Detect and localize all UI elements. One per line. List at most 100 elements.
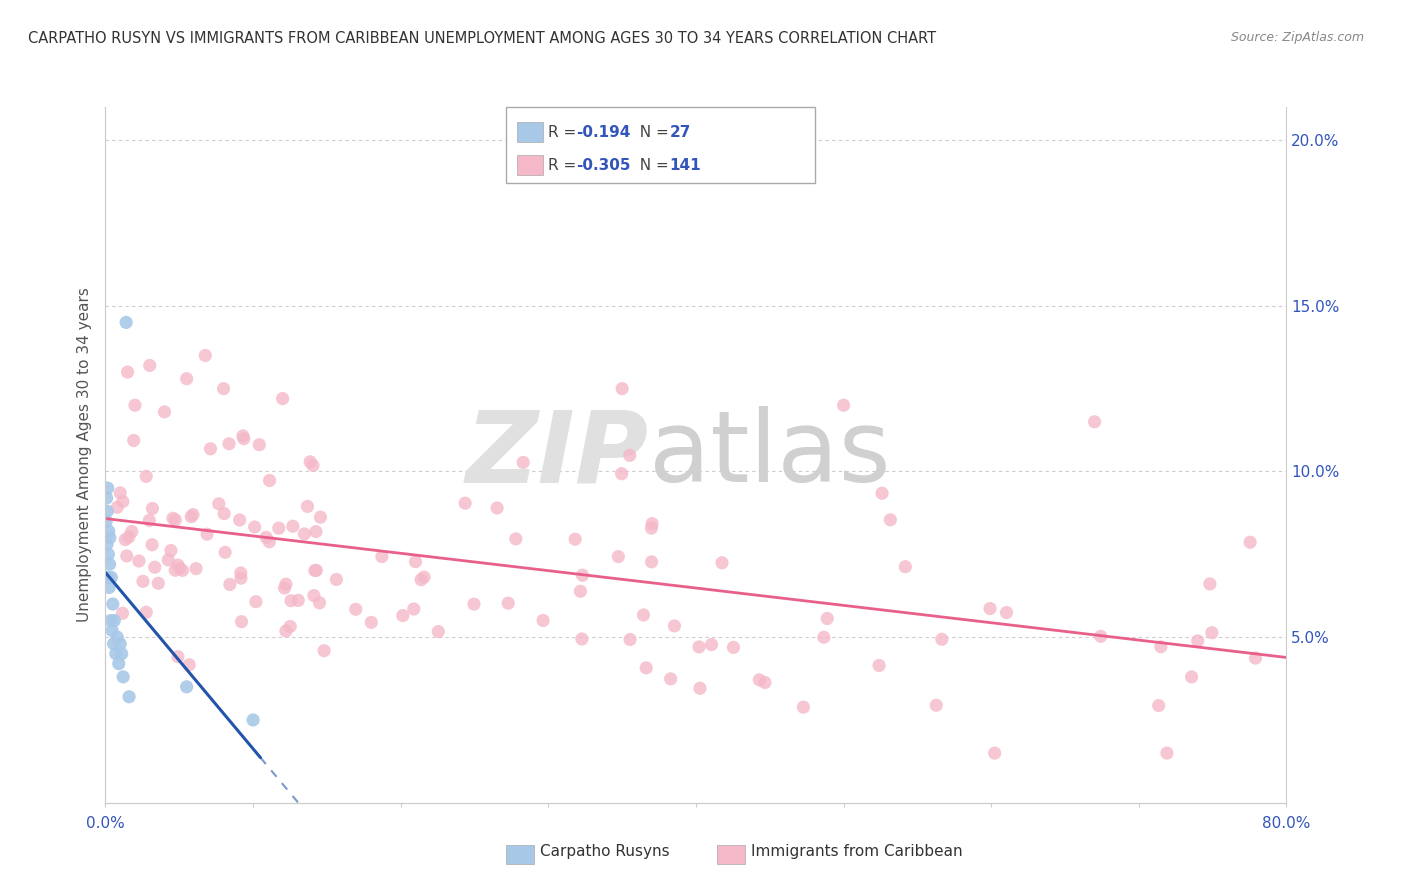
- Text: 0.0%: 0.0%: [86, 816, 125, 831]
- Point: [112, 670, 135, 684]
- Point: [271, 392, 294, 406]
- Point: [411, 573, 433, 587]
- Point: [162, 511, 184, 525]
- Point: [305, 524, 328, 539]
- Point: [214, 545, 236, 559]
- Point: [931, 632, 953, 647]
- Point: [413, 570, 436, 584]
- Point: [723, 640, 745, 655]
- Point: [97, 524, 120, 538]
- Point: [103, 637, 125, 651]
- Point: [167, 649, 190, 664]
- Point: [612, 382, 634, 396]
- Point: [1239, 535, 1261, 549]
- Point: [128, 554, 150, 568]
- Text: -0.194: -0.194: [576, 125, 631, 139]
- Point: [135, 469, 157, 483]
- Point: [879, 513, 901, 527]
- Point: [496, 596, 519, 610]
- Point: [111, 494, 134, 508]
- Point: [571, 568, 593, 582]
- Point: [212, 507, 235, 521]
- Text: Immigrants from Caribbean: Immigrants from Caribbean: [751, 845, 963, 859]
- Point: [105, 500, 128, 515]
- Point: [97, 547, 120, 561]
- Point: [1156, 746, 1178, 760]
- Point: [1199, 577, 1222, 591]
- Point: [259, 534, 281, 549]
- Point: [299, 455, 322, 469]
- Point: [101, 624, 124, 638]
- Point: [180, 509, 202, 524]
- Point: [245, 595, 267, 609]
- Point: [160, 543, 183, 558]
- Point: [402, 602, 425, 616]
- Text: N =: N =: [630, 125, 673, 139]
- Point: [97, 570, 120, 584]
- Point: [325, 573, 347, 587]
- Y-axis label: Unemployment Among Ages 30 to 34 years: Unemployment Among Ages 30 to 34 years: [77, 287, 93, 623]
- Point: [302, 589, 325, 603]
- Point: [195, 527, 218, 541]
- Point: [98, 581, 121, 595]
- Point: [711, 556, 734, 570]
- Point: [218, 437, 240, 451]
- Point: [569, 584, 592, 599]
- Point: [231, 615, 253, 629]
- Point: [754, 675, 776, 690]
- Point: [121, 524, 143, 539]
- Point: [278, 619, 301, 633]
- Point: [659, 672, 682, 686]
- Point: [229, 571, 252, 585]
- Point: [132, 574, 155, 589]
- Text: ZIP: ZIP: [465, 407, 648, 503]
- Point: [167, 558, 190, 573]
- Point: [267, 521, 290, 535]
- Point: [512, 455, 534, 469]
- Point: [1244, 651, 1267, 665]
- Point: [870, 486, 893, 500]
- Point: [633, 607, 655, 622]
- Point: [110, 637, 132, 651]
- Point: [1187, 634, 1209, 648]
- Point: [868, 658, 890, 673]
- Point: [894, 559, 917, 574]
- Point: [114, 533, 136, 547]
- Point: [153, 405, 176, 419]
- Point: [813, 630, 835, 644]
- Point: [143, 560, 166, 574]
- Point: [531, 614, 554, 628]
- Point: [242, 713, 264, 727]
- Point: [792, 700, 814, 714]
- Point: [688, 640, 710, 654]
- Point: [564, 532, 586, 546]
- Point: [135, 605, 157, 619]
- Point: [360, 615, 382, 630]
- Point: [165, 513, 187, 527]
- Point: [107, 657, 129, 671]
- Point: [463, 597, 485, 611]
- Point: [98, 531, 121, 545]
- Point: [176, 372, 198, 386]
- Point: [228, 513, 250, 527]
- Point: [391, 608, 413, 623]
- Point: [454, 496, 477, 510]
- Point: [273, 581, 295, 595]
- Point: [281, 519, 304, 533]
- Point: [274, 577, 297, 591]
- Point: [103, 614, 125, 628]
- Point: [117, 365, 139, 379]
- Point: [96, 514, 118, 528]
- Point: [297, 500, 319, 514]
- Point: [165, 563, 187, 577]
- Point: [139, 359, 162, 373]
- Point: [115, 549, 138, 563]
- Point: [979, 601, 1001, 615]
- Text: atlas: atlas: [648, 407, 890, 503]
- Point: [179, 657, 201, 672]
- Point: [607, 549, 630, 564]
- Point: [172, 563, 194, 577]
- Point: [308, 596, 330, 610]
- Point: [259, 474, 281, 488]
- Point: [1147, 698, 1170, 713]
